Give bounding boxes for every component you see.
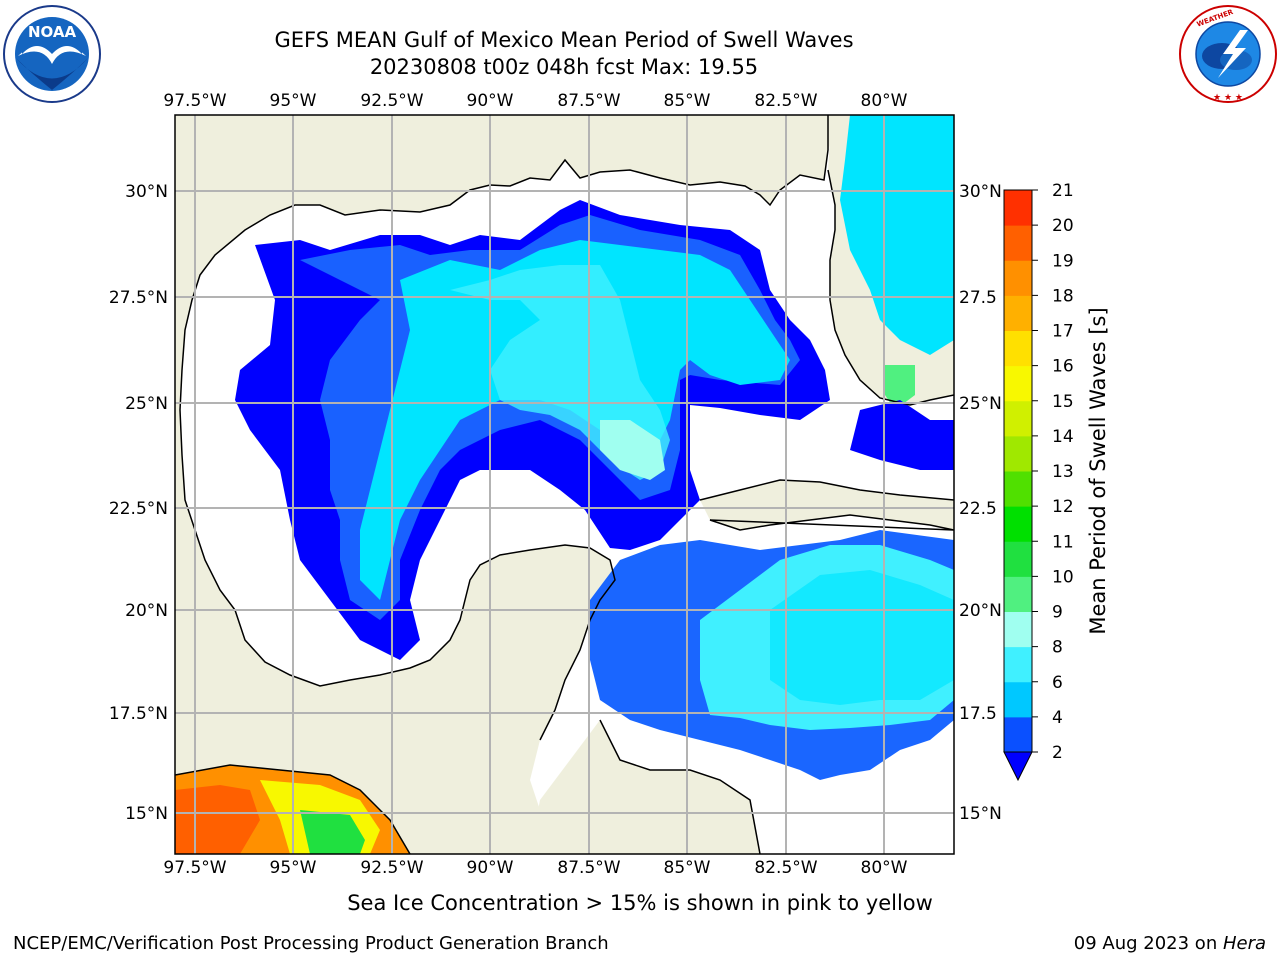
colorbar-swatch: [1004, 365, 1032, 402]
lat-tick-label-right: 15°N: [959, 804, 1002, 824]
lon-tick-label-bottom: 92.5°W: [360, 858, 423, 878]
lon-tick-label-top: 82.5°W: [754, 91, 817, 111]
map-frame: [174, 114, 955, 855]
lon-tick-label-top: 97.5°W: [163, 91, 226, 111]
graticule: [175, 115, 954, 854]
colorbar-swatch: [1004, 295, 1032, 331]
colorbar-swatch: [1004, 681, 1032, 718]
colorbar-swatch: [1004, 506, 1032, 542]
colorbar-tick-label: 18: [1052, 286, 1074, 306]
lat-tick-label-left: 25°N: [125, 394, 168, 414]
svg-text:★ ★ ★: ★ ★ ★: [1213, 93, 1243, 103]
colorbar-tick-label: 13: [1052, 462, 1074, 482]
colorbar-tick-label: 8: [1052, 638, 1063, 658]
lat-tick-label-left: 27.5°N: [109, 288, 168, 308]
colorbar-swatch: [1004, 435, 1032, 472]
lat-tick-label-right: 30°N: [959, 182, 1002, 202]
lat-tick-label-left: 20°N: [125, 601, 168, 621]
chart-subtitle: 20230808 t00z 048h fcst Max: 19.55: [369, 55, 759, 79]
chart-title: GEFS MEAN Gulf of Mexico Mean Period of …: [274, 28, 854, 52]
colorbar-swatch: [1004, 400, 1032, 437]
footer-credit: NCEP/EMC/Verification Post Processing Pr…: [13, 933, 609, 954]
colorbar-tick-label: 10: [1052, 567, 1074, 587]
colorbar-swatch: [1004, 225, 1032, 261]
colorbar-swatch: [1004, 576, 1032, 612]
lat-tick-label-right: 20°N: [959, 601, 1002, 621]
lat-tick-label-right: 27.5: [959, 288, 997, 308]
lon-tick-label-top: 90°W: [467, 91, 514, 111]
colorbar-tick-label: 12: [1052, 497, 1074, 517]
colorbar-tick-label: 9: [1052, 603, 1063, 623]
colorbar-swatch: [1004, 611, 1032, 648]
colorbar-tick-label: 6: [1052, 673, 1063, 693]
lat-tick-label-left: 15°N: [125, 804, 168, 824]
lon-tick-label-bottom: 97.5°W: [163, 858, 226, 878]
lat-tick-label-right: 22.5: [959, 499, 997, 519]
colorbar-tick-label: 16: [1052, 357, 1074, 377]
colorbar-tick-label: 20: [1052, 216, 1074, 236]
colorbar-swatch: [1004, 190, 1032, 226]
sea-ice-note: Sea Ice Concentration > 15% is shown in …: [347, 891, 933, 915]
lon-tick-label-top: 87.5°W: [557, 91, 620, 111]
footer-date: 09 Aug 2023 on Hera: [1074, 933, 1266, 954]
colorbar-extend-arrow: [1003, 751, 1033, 782]
nws-logo: WEATHER ★ ★ ★: [1179, 5, 1277, 103]
footer-date-text: 09 Aug 2023 on: [1073, 933, 1223, 954]
lon-tick-label-bottom: 95°W: [270, 858, 317, 878]
colorbar-swatch: [1004, 541, 1032, 577]
lon-tick-label-top: 80°W: [861, 91, 908, 111]
lon-tick-label-bottom: 82.5°W: [754, 858, 817, 878]
swell-period-field: [175, 115, 954, 854]
colorbar: 2 4 6 8 9 10 11 12 13 14 15 16 17 18 19 20 21 Mean Period…: [1003, 181, 1110, 782]
lon-tick-label-bottom: 90°W: [467, 858, 514, 878]
colorbar-tick-label: 11: [1052, 532, 1074, 552]
colorbar-swatch: [1004, 716, 1032, 753]
lon-tick-label-bottom: 87.5°W: [557, 858, 620, 878]
coastline: [175, 115, 954, 854]
lon-tick-label-bottom: 85°W: [664, 858, 711, 878]
noaa-wordmark: NOAA: [28, 23, 77, 41]
noaa-logo: NOAA: [3, 5, 101, 103]
colorbar-tick-label: 4: [1052, 708, 1063, 728]
colorbar-tick-label: 19: [1052, 251, 1074, 271]
lat-tick-label-left: 17.5°N: [109, 704, 168, 724]
colorbar-swatch: [1004, 330, 1032, 367]
lat-tick-label-left: 30°N: [125, 182, 168, 202]
lon-tick-label-top: 85°W: [664, 91, 711, 111]
lon-tick-label-top: 95°W: [270, 91, 317, 111]
colorbar-swatch: [1004, 260, 1032, 296]
colorbar-tick-label: 14: [1052, 427, 1074, 447]
colorbar-label: Mean Period of Swell Waves [s]: [1086, 307, 1110, 634]
lat-tick-label-right: 17.5: [959, 704, 997, 724]
colorbar-tick-label: 15: [1052, 392, 1074, 412]
lon-tick-label-bottom: 80°W: [861, 858, 908, 878]
footer-machine: Hera: [1222, 933, 1266, 954]
colorbar-swatch: [1004, 471, 1032, 507]
colorbar-swatch: [1004, 646, 1032, 683]
lat-tick-label-left: 22.5°N: [109, 499, 168, 519]
lon-tick-label-top: 92.5°W: [360, 91, 423, 111]
colorbar-tick-label: 17: [1052, 322, 1074, 342]
lat-tick-label-right: 25°N: [959, 394, 1002, 414]
colorbar-tick-label: 2: [1052, 743, 1063, 763]
colorbar-tick-label: 21: [1052, 181, 1074, 201]
